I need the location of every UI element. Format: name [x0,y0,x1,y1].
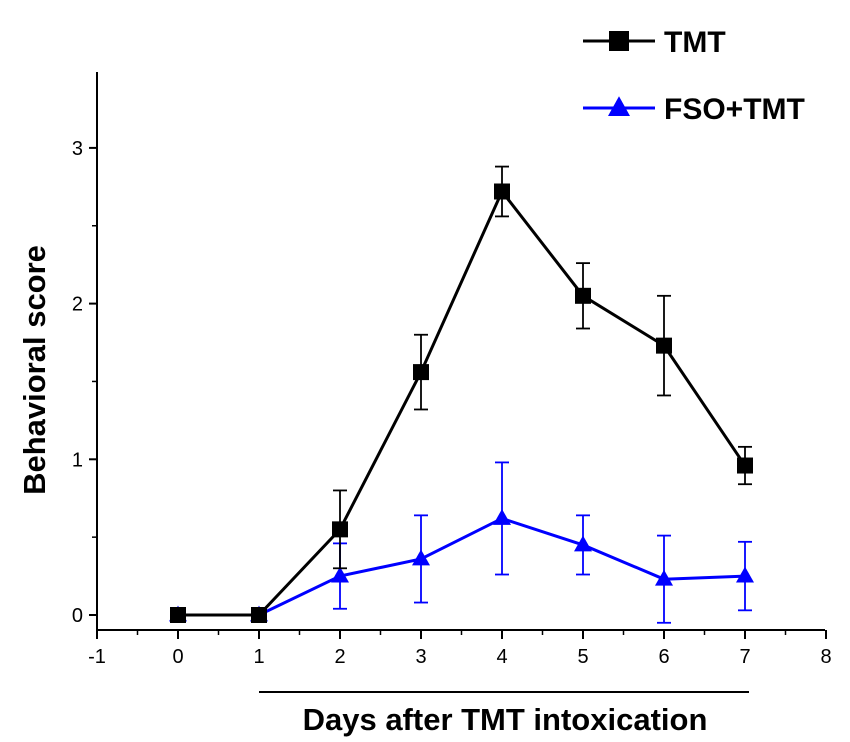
data-point [332,521,348,538]
y-axis-ticks: 0 1 2 3 [72,138,97,627]
data-point [413,364,429,381]
y-tick-label: 0 [72,605,83,627]
data-point [170,607,186,623]
y-tick-label: 3 [72,138,83,160]
data-point [493,509,511,525]
x-axis-ticks: -1 0 1 2 3 4 5 6 7 8 [88,630,832,668]
legend-marker [609,31,629,51]
data-point [412,549,430,566]
data-point [575,287,591,304]
legend: TMT FSO+TMT [583,26,805,126]
plot-area [169,165,754,624]
x-tick-label: -1 [88,646,106,668]
legend-item-tmt: TMT [583,26,726,59]
data-point [331,566,349,583]
data-point [736,566,754,583]
series-line [178,516,746,617]
data-point [656,337,672,354]
legend-item-fso-tmt: FSO+TMT [583,93,805,126]
axes [96,72,825,631]
data-point [574,535,592,552]
legend-label: FSO+TMT [664,93,805,126]
x-axis-title: Days after TMT intoxication [303,702,708,737]
x-tick-label: 2 [334,646,345,668]
y-tick-label: 2 [72,294,83,316]
x-tick-label: 1 [253,646,264,668]
x-tick-label: 7 [739,646,750,668]
data-point [251,607,267,623]
x-tick-label: 4 [496,646,507,668]
x-tick-label: 3 [415,646,426,668]
legend-marker [608,96,630,116]
x-tick-label: 5 [577,646,588,668]
y-tick-label: 1 [72,449,83,471]
legend-label: TMT [664,26,726,59]
series-tmt [170,165,753,623]
data-point [655,569,673,586]
series-line [178,188,747,617]
x-tick-label: 6 [658,646,669,668]
data-point [494,183,510,200]
series-fso-tmt [169,461,754,624]
x-tick-label: 8 [820,646,831,668]
y-axis-title: Behavioral score [17,245,52,495]
x-tick-label: 0 [172,646,183,668]
data-point [737,457,753,474]
